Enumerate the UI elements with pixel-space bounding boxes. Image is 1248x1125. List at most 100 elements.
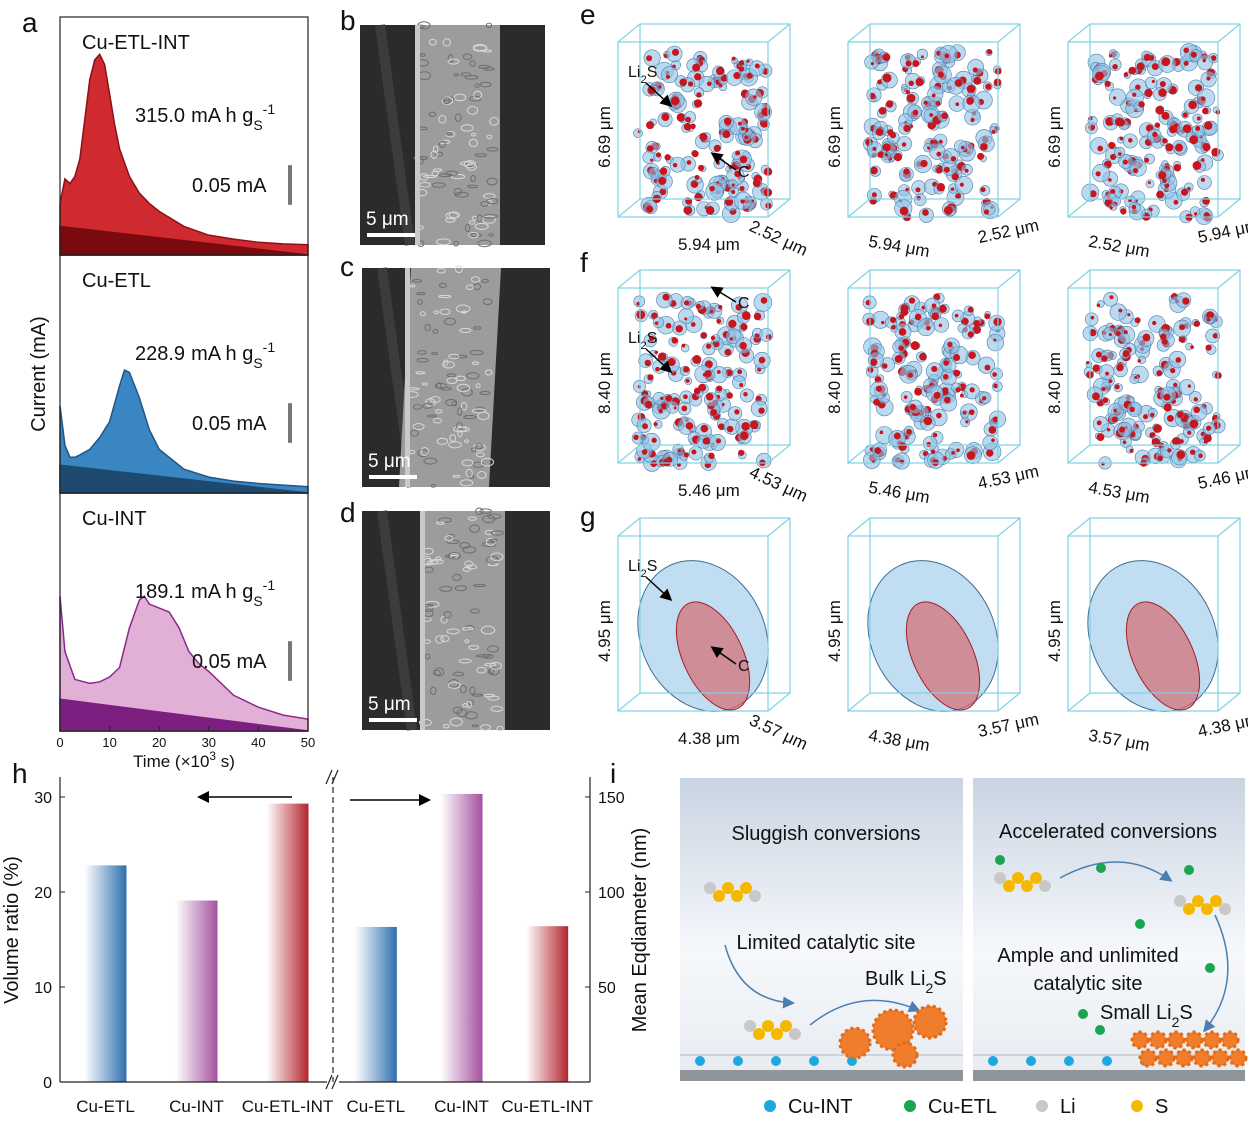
schematic-text: Ample and unlimited [997,945,1178,967]
reconstruction [847,269,1021,470]
panel-letter: h [12,758,28,789]
fiber-texture [434,151,444,157]
fiber-texture [482,653,494,659]
li2s-phase [1112,64,1118,70]
series-name: Cu-ETL [82,270,151,292]
li2s-phase [905,60,912,67]
li2s-phase [1102,397,1109,404]
fiber-texture [461,459,474,467]
cu-etl-site [995,855,1005,865]
box-edge [847,517,871,537]
panel-letter: f [580,247,588,278]
li2s-phase [679,78,687,87]
fiber-texture [433,310,439,315]
fiber-texture [469,524,480,533]
li2s-phase [890,316,897,324]
li2s-phase [1112,96,1117,100]
pointer-arrow [710,152,737,171]
li2s-phase [671,337,678,344]
li2s-phase [761,107,771,117]
li2s-phase [956,448,960,453]
li2s-phase [878,106,887,115]
fiber-texture [412,423,425,431]
fiber-edge [415,25,420,245]
li2s-phase [1105,371,1109,376]
schematic-bg [973,778,1245,1070]
area [59,595,309,732]
li2s-phase [658,85,662,89]
axis-break [331,1074,339,1090]
fiber-texture [427,414,437,418]
cu-int-site [771,1056,781,1066]
fiber-texture [469,350,484,356]
li2s-phase [1161,57,1171,67]
li2s-phase [739,341,747,350]
fiber-texture [486,177,498,186]
fiber-texture [438,114,447,124]
text-part: Li [628,330,640,347]
flow-arrow [809,999,921,1026]
carbon-phase [986,333,1005,352]
cu-int-site [988,1056,998,1066]
li2s-phase [637,457,642,461]
fiber-texture [487,513,502,520]
li2s-phase [1115,330,1121,337]
li2s-phase [955,102,960,107]
fiber-texture [459,542,471,549]
li2s-phase [658,176,667,185]
carbon-phase [669,156,686,173]
fiber-texture [441,96,454,105]
fiber-texture [488,667,500,676]
li2s-phase [636,310,646,320]
li2s-phase [1193,397,1198,402]
fiber-texture [435,635,444,644]
fiber-texture [489,117,500,126]
li2s-phase [955,193,962,200]
li2s-phase [729,337,733,341]
text-part: 2 [640,74,646,86]
fiber-texture [462,566,471,572]
li2s-phase [739,382,744,387]
carbon-phase [1103,291,1118,307]
dimension-label: 6.69 μm [825,106,844,168]
cu-int-site [1026,1056,1036,1066]
li2s-phase [737,121,742,126]
fiber-texture [461,627,474,631]
fiber-texture [440,386,452,391]
li2s-phase [912,60,920,68]
fiber-texture [442,723,450,729]
fiber-texture [463,160,477,169]
li2s-phase [960,145,965,150]
li2s-phase [966,84,976,94]
li2s-phase [691,150,699,158]
li2s-phase [910,341,920,351]
li2s-phase [944,53,950,59]
li2s-phase [687,81,694,87]
li2s-phase [931,303,937,308]
fiber-texture [452,573,462,581]
fiber-texture [452,474,461,478]
fiber-texture [468,220,476,225]
text-part: mA h g [191,105,253,127]
li2s-phase [1169,125,1178,134]
carbon-phase [1114,146,1126,158]
li2s-phase [672,162,678,168]
fiber-texture [432,328,439,335]
reconstruction [847,23,1021,223]
li2s-phase [739,431,749,440]
li2s-phase [1111,416,1118,423]
li2s-phase [920,159,928,168]
box-edge [617,692,641,712]
li2s-phase [690,123,696,129]
text-part: 315.0 [135,105,185,127]
fiber-texture [477,411,490,421]
fiber-texture [486,197,498,205]
dimension-label: 5.46 μm [678,481,740,500]
li2s-phase [1211,147,1221,157]
reconstruction [617,269,791,472]
li2s-phase [716,318,722,324]
sem-image: 5 μm [362,265,550,488]
fiber-texture [416,357,429,363]
li2s-phase [1113,408,1117,413]
li2s-phase [1114,117,1124,127]
